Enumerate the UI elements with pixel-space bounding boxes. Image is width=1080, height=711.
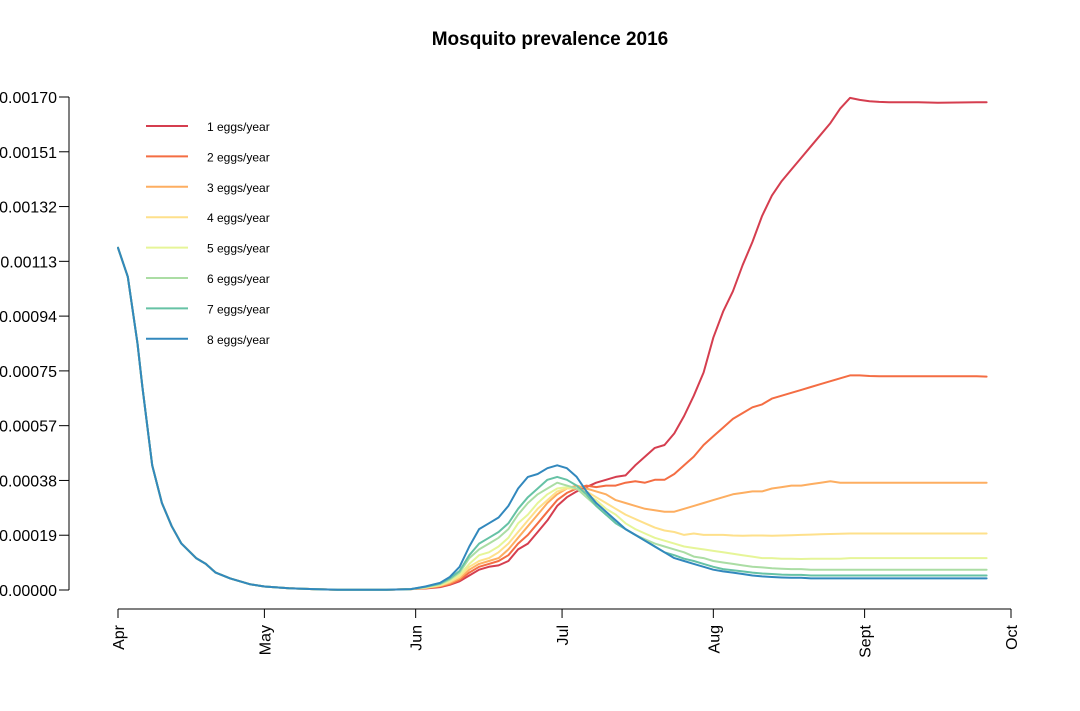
y-tick-label: 0.00038 xyxy=(0,473,57,490)
y-tick-label: 0.00151 xyxy=(0,145,57,162)
x-tick-label: Jul xyxy=(555,625,572,645)
y-tick-label: 0.00075 xyxy=(0,364,57,381)
y-tick-label: 0.00057 xyxy=(0,419,57,436)
legend-label-5: 5 eggs/year xyxy=(207,242,270,256)
legend: 1 eggs/year 2 eggs/year 3 eggs/year 4 eggs/… xyxy=(146,120,270,347)
series-line-2 xyxy=(117,246,988,591)
y-tick-label: 0.00094 xyxy=(0,309,57,326)
plot-area xyxy=(117,96,988,591)
x-tick-label: Apr xyxy=(111,624,128,650)
x-tick-label: May xyxy=(257,625,274,655)
series-line-6 xyxy=(117,246,988,591)
x-tick-label: Aug xyxy=(706,625,723,653)
y-tick-label: 0.00113 xyxy=(0,254,57,271)
y-tick-label: 0.00019 xyxy=(0,528,57,545)
legend-label-4: 4 eggs/year xyxy=(207,211,270,225)
legend-label-6: 6 eggs/year xyxy=(207,272,270,286)
series-line-7 xyxy=(117,246,988,591)
chart-title: Mosquito prevalence 2016 xyxy=(432,29,669,50)
legend-label-3: 3 eggs/year xyxy=(207,181,270,195)
series-line-5 xyxy=(117,246,988,591)
legend-label-2: 2 eggs/year xyxy=(207,150,270,164)
legend-label-1: 1 eggs/year xyxy=(207,120,270,134)
x-axis: Apr May Jun Jul Aug Sept Oct xyxy=(111,609,1021,658)
y-tick-label: 0.00000 xyxy=(0,583,57,600)
x-tick-label: Oct xyxy=(1004,624,1021,649)
series-line-8 xyxy=(117,246,988,591)
x-tick-label: Sept xyxy=(858,624,875,657)
y-tick-label: 0.00170 xyxy=(0,90,57,107)
series-line-3 xyxy=(117,246,988,591)
series-line-4 xyxy=(117,246,988,591)
legend-label-7: 7 eggs/year xyxy=(207,302,270,316)
x-tick-label: Jun xyxy=(409,625,426,651)
legend-label-8: 8 eggs/year xyxy=(207,333,270,347)
y-tick-label: 0.00132 xyxy=(0,200,57,217)
y-axis: 0.00000 0.00019 0.00038 0.00057 0.00075 0.000… xyxy=(0,90,69,600)
